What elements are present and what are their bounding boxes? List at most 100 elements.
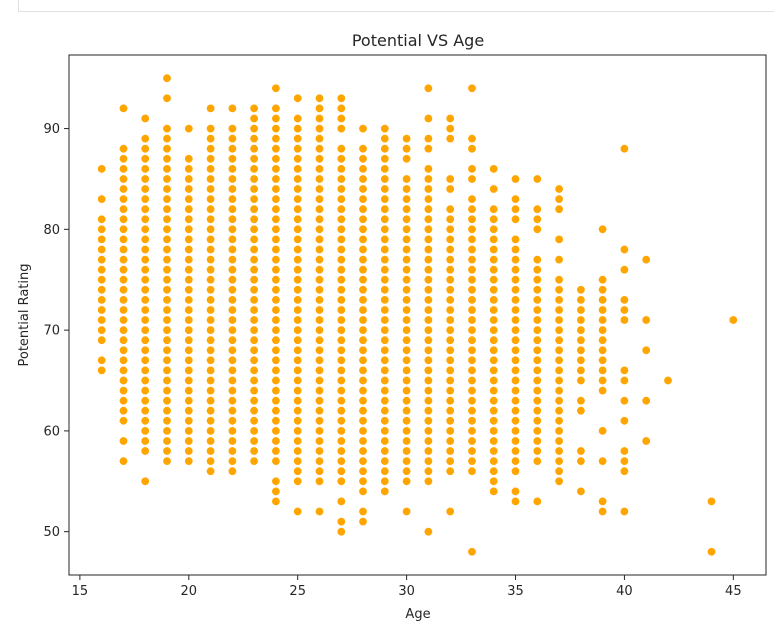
data-point xyxy=(489,345,499,355)
data-point xyxy=(314,164,324,174)
data-point xyxy=(489,224,499,234)
data-point xyxy=(140,436,150,446)
data-point xyxy=(140,305,150,315)
data-point xyxy=(97,234,107,244)
data-point xyxy=(314,396,324,406)
data-point xyxy=(554,184,564,194)
data-point xyxy=(380,386,390,396)
data-point xyxy=(140,315,150,325)
data-point xyxy=(423,214,433,224)
data-point xyxy=(445,386,455,396)
y-tick-label: 50 xyxy=(43,525,60,540)
data-point xyxy=(532,355,542,365)
data-point xyxy=(358,476,368,486)
data-point xyxy=(336,164,346,174)
data-point xyxy=(206,194,216,204)
data-point xyxy=(293,275,303,285)
data-point xyxy=(271,124,281,134)
data-point xyxy=(467,214,477,224)
data-point xyxy=(336,315,346,325)
data-point xyxy=(271,214,281,224)
data-point xyxy=(140,396,150,406)
data-point xyxy=(119,184,129,194)
data-point xyxy=(227,214,237,224)
data-point xyxy=(162,335,172,345)
data-point xyxy=(206,305,216,315)
data-point xyxy=(380,204,390,214)
data-point xyxy=(314,124,324,134)
data-point xyxy=(293,194,303,204)
data-point xyxy=(227,275,237,285)
data-point xyxy=(206,184,216,194)
data-point xyxy=(467,426,477,436)
data-point xyxy=(489,234,499,244)
data-point xyxy=(467,134,477,144)
data-point xyxy=(467,255,477,265)
data-point xyxy=(619,446,629,456)
data-point xyxy=(336,436,346,446)
data-point xyxy=(249,295,259,305)
data-point xyxy=(140,355,150,365)
data-point xyxy=(532,265,542,275)
data-point xyxy=(532,416,542,426)
data-point xyxy=(249,114,259,124)
data-point xyxy=(554,446,564,456)
data-point xyxy=(402,436,412,446)
data-point xyxy=(162,396,172,406)
data-point xyxy=(162,224,172,234)
data-point xyxy=(489,184,499,194)
data-point xyxy=(402,355,412,365)
data-point xyxy=(314,214,324,224)
data-point xyxy=(271,315,281,325)
data-point xyxy=(641,255,651,265)
data-point xyxy=(619,265,629,275)
chart-title: Potential VS Age xyxy=(352,31,484,50)
data-point xyxy=(336,466,346,476)
y-axis-ticks: 50 60 70 80 90 xyxy=(43,122,69,540)
data-point xyxy=(510,194,520,204)
data-point xyxy=(445,174,455,184)
data-point xyxy=(206,365,216,375)
data-point xyxy=(271,184,281,194)
data-point xyxy=(510,295,520,305)
data-point xyxy=(576,456,586,466)
data-point xyxy=(227,265,237,275)
data-point xyxy=(489,325,499,335)
data-point xyxy=(184,265,194,275)
data-point xyxy=(119,345,129,355)
data-point xyxy=(489,315,499,325)
data-point xyxy=(314,325,324,335)
data-point xyxy=(206,134,216,144)
data-point xyxy=(227,396,237,406)
data-point xyxy=(358,506,368,516)
data-point xyxy=(336,375,346,385)
data-point xyxy=(97,214,107,224)
data-point xyxy=(489,406,499,416)
data-point xyxy=(402,345,412,355)
data-point xyxy=(227,164,237,174)
data-point xyxy=(119,194,129,204)
data-point xyxy=(510,174,520,184)
data-point xyxy=(467,416,477,426)
data-point xyxy=(358,224,368,234)
x-tick-label: 20 xyxy=(181,584,198,599)
data-point xyxy=(445,285,455,295)
data-point xyxy=(423,164,433,174)
data-point xyxy=(249,134,259,144)
data-point xyxy=(510,486,520,496)
data-point xyxy=(554,406,564,416)
data-point xyxy=(271,496,281,506)
data-point xyxy=(467,335,477,345)
data-point xyxy=(162,124,172,134)
data-point xyxy=(336,426,346,436)
data-point xyxy=(445,305,455,315)
data-point xyxy=(445,265,455,275)
data-point xyxy=(467,275,477,285)
data-point xyxy=(619,416,629,426)
data-point xyxy=(532,224,542,234)
data-point xyxy=(271,295,281,305)
data-point xyxy=(554,234,564,244)
data-point xyxy=(140,234,150,244)
data-point xyxy=(314,174,324,184)
data-point xyxy=(206,255,216,265)
